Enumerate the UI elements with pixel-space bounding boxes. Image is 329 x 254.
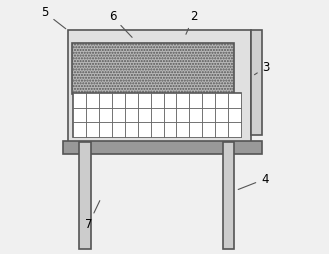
Bar xyxy=(86,122,99,137)
Bar xyxy=(164,93,176,107)
Bar xyxy=(202,93,215,107)
Bar xyxy=(79,142,91,249)
Bar xyxy=(176,107,190,122)
Bar xyxy=(215,122,228,137)
Bar xyxy=(190,107,202,122)
Text: 6: 6 xyxy=(109,10,132,37)
Bar xyxy=(124,107,138,122)
Bar xyxy=(164,122,176,137)
Bar xyxy=(176,122,190,137)
Bar xyxy=(68,30,251,147)
Bar xyxy=(150,122,164,137)
Bar xyxy=(73,122,86,137)
Bar xyxy=(215,107,228,122)
Text: 7: 7 xyxy=(85,201,100,231)
Bar xyxy=(228,107,241,122)
Bar xyxy=(86,107,99,122)
Bar xyxy=(112,122,124,137)
Bar xyxy=(99,107,112,122)
Bar xyxy=(72,43,234,94)
Bar xyxy=(176,93,190,107)
Bar xyxy=(86,93,99,107)
Bar xyxy=(138,107,150,122)
Text: 5: 5 xyxy=(41,6,66,29)
Bar xyxy=(99,93,112,107)
Bar xyxy=(138,122,150,137)
Bar xyxy=(112,93,124,107)
Bar xyxy=(112,107,124,122)
Bar xyxy=(223,142,234,249)
Bar xyxy=(138,93,150,107)
Bar xyxy=(190,93,202,107)
Bar xyxy=(73,93,86,107)
Bar xyxy=(202,122,215,137)
Bar xyxy=(150,107,164,122)
Text: 2: 2 xyxy=(186,10,197,34)
Text: 4: 4 xyxy=(238,172,268,189)
Bar xyxy=(202,107,215,122)
Bar xyxy=(99,122,112,137)
Bar xyxy=(73,107,86,122)
Bar xyxy=(190,122,202,137)
Bar xyxy=(228,93,241,107)
Bar xyxy=(124,93,138,107)
Bar xyxy=(150,93,164,107)
Bar xyxy=(215,93,228,107)
Bar xyxy=(124,122,138,137)
Bar xyxy=(63,141,262,154)
Bar xyxy=(164,107,176,122)
Bar xyxy=(73,93,241,137)
Bar xyxy=(228,122,241,137)
Bar xyxy=(251,30,262,135)
Text: 3: 3 xyxy=(254,61,270,75)
